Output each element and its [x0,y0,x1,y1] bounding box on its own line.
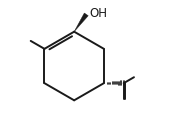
Polygon shape [74,13,88,32]
Text: OH: OH [89,7,107,20]
